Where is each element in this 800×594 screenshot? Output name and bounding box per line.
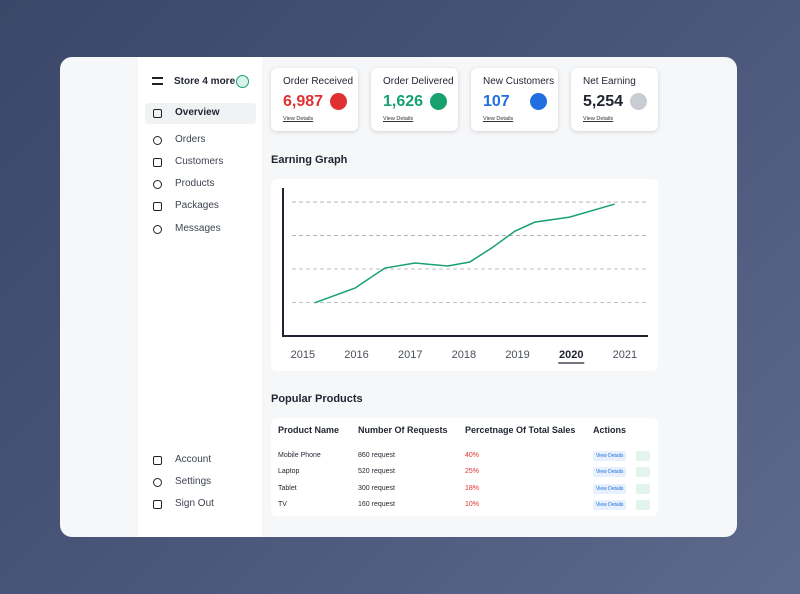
table-cell: 40%	[465, 452, 480, 459]
chart-title: Earning Graph	[271, 154, 348, 166]
card-link[interactable]: View Details	[283, 116, 314, 122]
store-menu-icon	[152, 77, 163, 85]
axes	[282, 188, 648, 337]
view-details-button[interactable]: View Details	[593, 451, 627, 461]
table-cell: Tablet	[278, 485, 297, 492]
column-header: Product Name	[278, 425, 340, 435]
earning-chart: 2015 2016 2017 2018 2019 2020 2021	[271, 179, 658, 371]
table-cell: Mobile Phone	[278, 452, 321, 459]
table-cell: 18%	[465, 485, 480, 492]
column-header: Number Of Requests	[358, 425, 448, 435]
menu-item[interactable]: Overview	[175, 107, 220, 118]
active-menu-bg	[145, 103, 256, 124]
sidebar	[138, 57, 262, 537]
card-value: 6,987	[283, 93, 324, 110]
table-cell: TV	[278, 501, 287, 508]
icon	[153, 180, 162, 189]
x-tick-label: 2018	[452, 349, 476, 361]
card-title: New Customers	[483, 76, 555, 87]
card-title: Net Earning	[583, 76, 636, 87]
x-tick-label: 2019	[505, 349, 529, 361]
section-title: Popular Products	[271, 393, 363, 405]
card-link[interactable]: View Details	[483, 116, 514, 122]
earning-line	[314, 203, 615, 304]
table-cell: 160 request	[358, 501, 395, 508]
card-icon	[530, 93, 547, 110]
column-header: Actions	[593, 425, 627, 435]
icon	[153, 500, 162, 509]
card-link[interactable]: View Details	[383, 116, 414, 122]
menu-item[interactable]: Products	[175, 178, 215, 189]
icon	[153, 456, 162, 465]
table-cell: 10%	[465, 501, 480, 508]
icon	[153, 136, 162, 145]
x-tick-label: 2016	[344, 349, 368, 361]
x-tick-label: 2017	[398, 349, 422, 361]
view-details-button[interactable]: View Details	[593, 500, 627, 510]
card-value: 107	[483, 93, 510, 110]
table-cell: Laptop	[278, 468, 300, 475]
menu-item[interactable]: Orders	[175, 134, 206, 145]
store-name[interactable]: Store 4 more	[174, 76, 236, 87]
table-cell: 860 request	[358, 452, 395, 459]
icon	[153, 158, 162, 167]
card-value: 1,626	[383, 93, 424, 110]
icon	[153, 225, 162, 234]
table-cell: 520 request	[358, 468, 395, 475]
table-cell: 300 request	[358, 485, 395, 492]
card-icon	[630, 93, 647, 110]
download-button[interactable]	[636, 484, 650, 494]
menu-item[interactable]: Customers	[175, 156, 224, 167]
view-details-button[interactable]: View Details	[593, 484, 627, 494]
icon	[153, 109, 162, 118]
download-button[interactable]	[636, 500, 650, 510]
card-link[interactable]: View Details	[583, 116, 614, 122]
download-button[interactable]	[636, 451, 650, 461]
view-details-button[interactable]: View Details	[593, 467, 627, 477]
menu-item[interactable]: Packages	[175, 200, 219, 211]
icon	[153, 478, 162, 487]
icon	[153, 202, 162, 211]
card-title: Order Delivered	[383, 76, 454, 87]
column-header: Percetnage Of Total Sales	[465, 425, 576, 435]
menu-item[interactable]: Account	[175, 454, 212, 465]
menu-item[interactable]: Messages	[175, 223, 221, 234]
menu-item[interactable]: Settings	[175, 476, 212, 487]
x-tick-label: 2015	[291, 349, 315, 361]
x-tick-label: 2021	[613, 349, 637, 361]
store-badge	[236, 75, 249, 88]
menu-item[interactable]: Sign Out	[175, 498, 214, 509]
card-value: 5,254	[583, 93, 624, 110]
card-icon	[430, 93, 447, 110]
card-icon	[330, 93, 347, 110]
card-title: Order Received	[283, 76, 354, 87]
download-button[interactable]	[636, 467, 650, 477]
x-tick-label: 2020	[559, 349, 583, 361]
table-cell: 25%	[465, 468, 480, 475]
